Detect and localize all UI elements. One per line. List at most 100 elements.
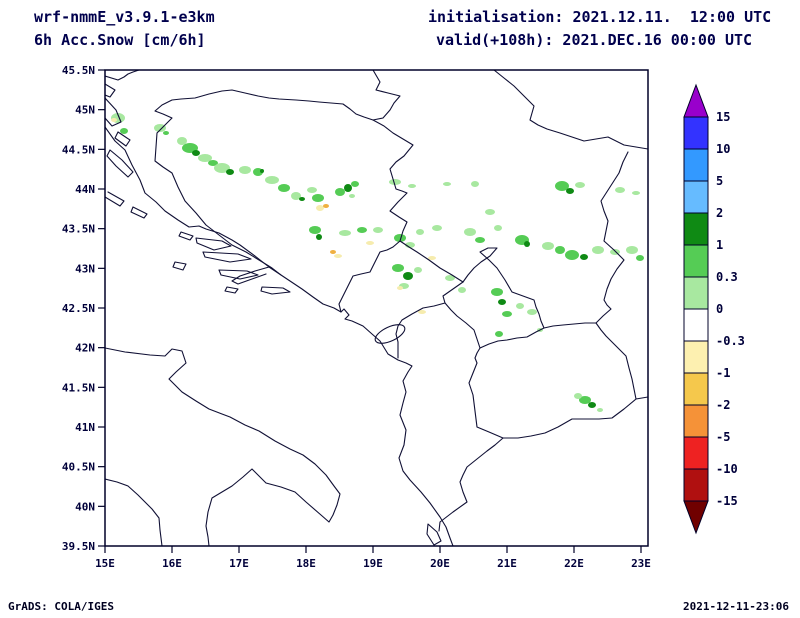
snow-patch: [491, 288, 503, 296]
snow-patch: [334, 254, 342, 258]
island-mljet: [260, 286, 291, 295]
y-tick-label: 43.5N: [62, 223, 95, 236]
render-timestamp: 2021-12-11-23:06: [683, 600, 789, 613]
y-tick-label: 42.5N: [62, 302, 95, 315]
snow-patch: [565, 250, 579, 260]
init-time-label: initialisation: 2021.12.11. 12:00 UTC: [428, 8, 772, 26]
snow-patch: [394, 234, 406, 242]
border-albania-macedonia: [468, 347, 504, 439]
snow-shading-layer: [111, 113, 644, 412]
border-montenegro-kosovo: [442, 281, 464, 304]
y-tick-label: 40N: [75, 500, 95, 513]
colorbar-segment: [683, 276, 709, 310]
island-krk: [105, 83, 116, 98]
snow-patch: [177, 137, 187, 145]
colorbar-label: -2: [716, 398, 730, 412]
colorbar-label: -0.3: [716, 334, 745, 348]
coastline-east-adriatic: [105, 126, 454, 546]
snow-patch: [615, 187, 625, 193]
snow-patch: [592, 246, 604, 254]
snow-patch: [357, 227, 367, 233]
snow-patch: [432, 225, 442, 231]
snow-patch: [555, 246, 565, 254]
snow-patch: [458, 287, 466, 293]
y-tick-label: 43N: [75, 262, 95, 275]
lake-skadar: [374, 324, 406, 344]
border-bosnia-drina-east: [338, 119, 414, 313]
island-rab: [114, 131, 131, 147]
x-tick-label: 20E: [430, 557, 450, 570]
colorbar-label: -5: [716, 430, 730, 444]
border-serbia-romania: [493, 70, 648, 150]
snow-patch: [344, 184, 352, 192]
colorbar: 15 10 5 2 1 0.3 0 -0.3 -1 -2 -5 -10 -15: [683, 83, 745, 535]
snow-patch: [299, 197, 305, 201]
snow-patch: [566, 188, 574, 194]
latitude-axis: 45.5N 45N 44.5N 44N 43.5N 43N 42.5N 42N 41.5N 41N…: [62, 64, 105, 553]
border-kosovo: [444, 247, 545, 349]
colorbar-arrow-bottom: [683, 500, 709, 535]
x-tick-label: 22E: [564, 557, 584, 570]
border-serbia-bulgaria: [595, 151, 629, 324]
snow-patch: [392, 264, 404, 272]
snow-patch: [316, 234, 322, 240]
colorbar-label: 5: [716, 174, 723, 188]
colorbar-label: 0: [716, 302, 723, 316]
colorbar-arrow-top: [683, 83, 709, 118]
colorbar-label: 15: [716, 110, 730, 124]
snow-patch: [542, 242, 554, 250]
valid-time-label: valid(+108h): 2021.DEC.16 00:00 UTC: [436, 31, 753, 49]
snow-patch: [192, 150, 200, 156]
island-lastovo: [224, 286, 239, 294]
colorbar-segment: [683, 148, 709, 182]
snow-patch: [575, 182, 585, 188]
snow-patch: [323, 204, 329, 208]
longitude-axis: 15E 16E 17E 18E 19E 20E 21E 22E 23E: [95, 546, 651, 570]
snow-patch: [309, 226, 321, 234]
island-cres: [105, 97, 122, 127]
grads-credit: GrADS: COLA/IGES: [8, 600, 114, 613]
snow-patch: [214, 163, 230, 173]
snow-patch: [524, 241, 530, 247]
snow-patch: [626, 246, 638, 254]
colorbar-segment: [683, 340, 709, 374]
border-croatia-serbia-danube: [372, 70, 401, 121]
island-hvar: [202, 251, 252, 263]
y-tick-label: 44N: [75, 183, 95, 196]
border-montenegro-albania: [395, 302, 446, 359]
island-dugi-otok: [105, 191, 125, 207]
snow-patch: [198, 154, 212, 162]
snow-patch: [403, 272, 413, 280]
snow-patch: [408, 184, 416, 188]
colorbar-segment: [683, 212, 709, 246]
snow-patch: [312, 194, 324, 202]
island-pag: [106, 149, 134, 178]
snow-patch: [443, 182, 451, 186]
colorbar-label: -1: [716, 366, 730, 380]
snow-patch: [120, 128, 128, 134]
map-lines-layer: [105, 70, 648, 546]
snow-patch: [260, 169, 264, 173]
colorbar-segment: [683, 436, 709, 470]
snow-patch: [330, 250, 336, 254]
colorbar-label: 2: [716, 206, 723, 220]
island-vis: [172, 261, 187, 271]
border-montenegro-serbia: [399, 240, 464, 283]
x-tick-label: 21E: [497, 557, 517, 570]
snow-patch: [502, 311, 512, 317]
snow-patch: [495, 331, 503, 337]
border-macedonia-bulgaria: [595, 322, 648, 400]
peninsula-peljesac: [231, 266, 270, 285]
snow-patch: [428, 256, 436, 260]
snow-patch: [588, 402, 596, 408]
snow-patch: [636, 255, 644, 261]
border-macedonia-greece: [502, 398, 637, 439]
snow-patch: [555, 181, 569, 191]
snow-patch: [418, 310, 426, 314]
snow-patch: [351, 181, 359, 187]
model-title: wrf-nmmE_v3.9.1-e3km: [34, 8, 215, 26]
border-serbia-macedonia: [543, 322, 597, 329]
colorbar-label: 1: [716, 238, 723, 252]
island-solta: [178, 231, 194, 241]
snow-patch: [316, 205, 324, 211]
